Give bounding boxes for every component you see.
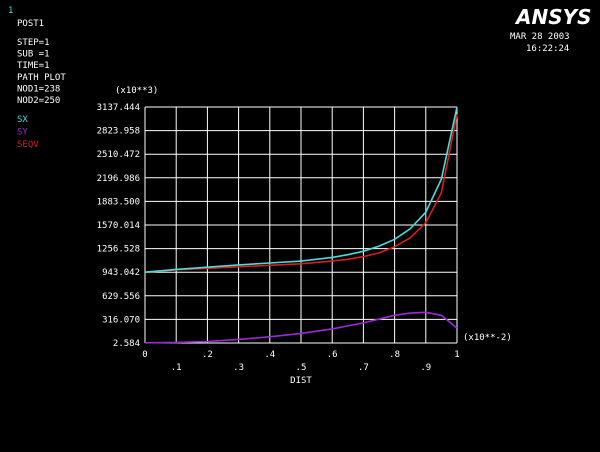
y-tick-label: 1570.014	[97, 221, 140, 231]
x-tick-label: .8	[389, 350, 400, 360]
x-tick-label: .6	[327, 350, 338, 360]
y-tick-label: 2510.472	[97, 150, 140, 160]
series-line-sx	[144, 106, 458, 273]
x-tick-label: .9	[420, 363, 431, 373]
x-tick-label: .2	[202, 350, 213, 360]
info-line: PATH PLOT	[17, 73, 66, 83]
window-number: 1	[8, 6, 13, 16]
ansys-logo: ANSYS	[514, 5, 592, 29]
info-line: NOD2=250	[17, 96, 60, 106]
y-multiplier-label: (x10**3)	[115, 86, 158, 96]
info-line: TIME=1	[17, 61, 50, 71]
x-tick-label: .3	[233, 363, 244, 373]
x-tick-label: .5	[296, 363, 307, 373]
y-tick-label: 1883.500	[97, 197, 140, 207]
x-multiplier-label: (x10**-2)	[463, 333, 512, 343]
y-tick-label: 3137.444	[97, 103, 140, 113]
info-line: STEP=1	[17, 38, 50, 48]
x-tick-label: 0	[142, 350, 147, 360]
x-tick-label: 1	[454, 350, 459, 360]
plot-title: POST1	[17, 19, 44, 29]
y-tick-label: 316.070	[102, 315, 140, 325]
x-tick-label: .4	[264, 350, 275, 360]
plot-date: MAR 28 2003	[510, 32, 570, 42]
series-line-sy	[144, 311, 458, 344]
x-tick-label: .7	[358, 363, 369, 373]
plot-time: 16:22:24	[526, 44, 569, 54]
path-plot-chart: 2.584 316.070 629.556 943.042 1256.528 1570.0…	[97, 86, 512, 386]
legend-sx: SX	[17, 115, 28, 125]
info-line: SUB =1	[17, 50, 50, 60]
y-tick-label: 1256.528	[97, 245, 140, 255]
y-tick-label: 2.584	[113, 339, 140, 349]
y-tick-label: 2823.958	[97, 127, 140, 137]
legend: SX SY SEQV	[17, 115, 39, 150]
y-tick-label: 943.042	[102, 268, 140, 278]
legend-seqv: SEQV	[17, 140, 39, 150]
y-tick-label: 629.556	[102, 292, 140, 302]
x-axis-label: DIST	[290, 376, 312, 386]
legend-sy: SY	[17, 128, 28, 138]
series-line-seqv	[144, 114, 458, 273]
info-line: NOD1=238	[17, 84, 60, 94]
y-tick-label: 2196.986	[97, 174, 140, 184]
x-tick-label: .1	[171, 363, 182, 373]
